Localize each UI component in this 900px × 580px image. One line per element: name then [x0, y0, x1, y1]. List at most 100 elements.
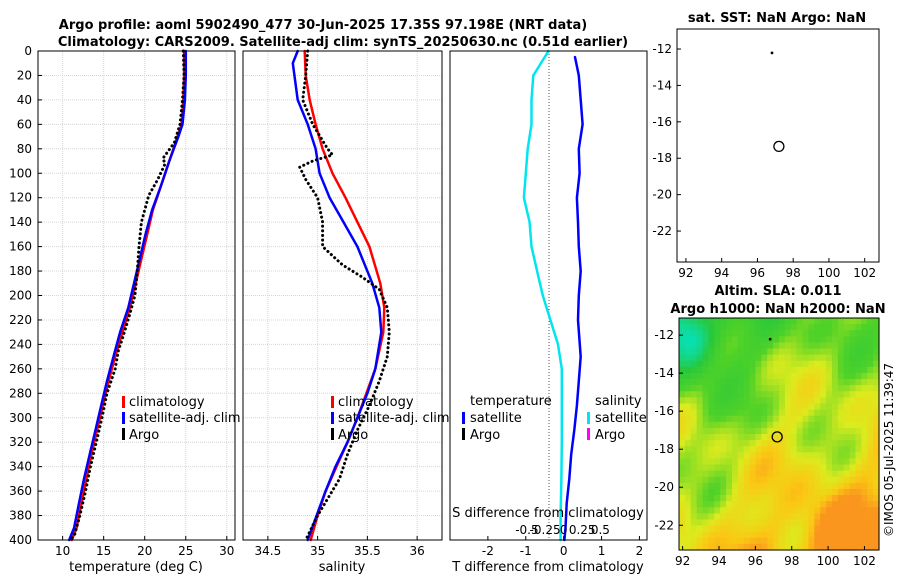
sla-heatmap-cell: [808, 507, 815, 514]
sla-heatmap-cell: [755, 452, 762, 460]
sla-heatmap-cell: [749, 464, 757, 472]
sla-heatmap-cell: [679, 427, 686, 435]
sla-heatmap-cell: [773, 421, 780, 429]
salinity-frame: [242, 50, 443, 541]
sla-heatmap-cell: [849, 324, 857, 331]
sla-heatmap-cell: [855, 403, 862, 411]
sla-heatmap-cell: [696, 531, 704, 539]
sla-heatmap-cell: [820, 434, 827, 441]
sla-heatmap-cell: [861, 385, 868, 392]
sla-heatmap-cell: [784, 324, 792, 331]
copyright-label: ©IMOS 05-Jul-2025 11:39:47: [882, 363, 896, 537]
sla-heatmap-cell: [761, 391, 768, 398]
sla-heatmap-cell: [831, 360, 839, 368]
sla-heatmap-cell: [720, 513, 727, 521]
sla-heatmap-cell: [837, 434, 845, 441]
sla-heatmap-cell: [784, 372, 792, 380]
sla-heatmap-cell: [708, 434, 715, 441]
sla-heatmap-cell: [761, 519, 768, 527]
sla-heatmap-cell: [702, 324, 710, 331]
sla-heatmap-cell: [702, 470, 710, 478]
sla-heatmap-cell: [714, 446, 721, 453]
sla-heatmap-cell: [755, 360, 762, 368]
sla-heatmap-cell: [743, 360, 751, 368]
sla-heatmap-cell: [796, 470, 804, 478]
sla-heatmap-cell: [831, 543, 839, 551]
depth-tick-label: 20: [17, 68, 32, 82]
float-track-dot: [770, 51, 774, 55]
sla-heatmap-cell: [855, 458, 862, 466]
sla-heatmap-cell: [784, 397, 792, 405]
sla-heatmap-cell: [790, 421, 798, 429]
sla-heatmap-cell: [790, 488, 798, 496]
sla-heatmap-cell: [690, 342, 698, 350]
x-tick-label: 20: [137, 544, 152, 558]
sla-heatmap-cell: [808, 342, 815, 350]
sla-heatmap-cell: [714, 495, 721, 502]
sla-heatmap-cell: [873, 537, 880, 545]
sla-heatmap-cell: [790, 427, 798, 435]
sla-heatmap-cell: [814, 403, 821, 411]
sla-heatmap-cell: [773, 372, 780, 380]
sla-heatmap-cell: [708, 464, 715, 472]
t-difference-tick-labels: -2 -1 0 1 2: [482, 536, 643, 558]
sla-heatmap-cell: [837, 507, 845, 514]
sla-heatmap-cell: [843, 336, 851, 344]
map-lon-tick-label: 92: [675, 554, 690, 568]
sla-heatmap-cell: [808, 409, 815, 417]
sla-heatmap-cell: [755, 354, 762, 362]
sla-heatmap-cell: [767, 366, 774, 374]
sla-heatmap-cell: [802, 421, 810, 429]
sla-heatmap-cell: [731, 464, 739, 472]
sla-heatmap-cell: [761, 360, 768, 368]
sla-heatmap-cell: [773, 446, 780, 453]
legend-swatch-temperature-satellite: [462, 412, 465, 424]
sla-heatmap-cell: [755, 446, 762, 453]
sla-heatmap-cell: [720, 360, 727, 368]
sla-heatmap-cell: [796, 446, 804, 453]
sla-heatmap-cell: [802, 366, 810, 374]
sla-heatmap-cell: [796, 366, 804, 374]
sla-heatmap-cell: [808, 464, 815, 472]
sla-heatmap-cell: [679, 348, 686, 356]
sla-heatmap-cell: [767, 525, 774, 533]
sla-heatmap-cell: [861, 427, 868, 435]
sla-heatmap-cell: [826, 427, 833, 435]
sla-heatmap-cell: [814, 421, 821, 429]
t-difference-xlabel: T difference from climatology: [451, 560, 644, 575]
sla-heatmap-cell: [731, 482, 739, 490]
sla-heatmap-cell: [861, 415, 868, 423]
sla-heatmap-cell: [808, 495, 815, 502]
sla-heatmap-cell: [726, 543, 733, 551]
sla-heatmap-cell: [779, 324, 786, 331]
sla-heatmap-cell: [820, 440, 827, 447]
depth-tick-label: 260: [9, 362, 32, 376]
sla-heatmap-cell: [755, 324, 762, 331]
sla-heatmap-cell: [826, 476, 833, 484]
sla-heatmap-cell: [855, 427, 862, 435]
sst-tick-labels: 92 94 96 98 100 102 -12 -14 -16 -18 -20 -22: [652, 42, 876, 280]
sla-heatmap-cell: [731, 495, 739, 502]
sla-heatmap-cell: [731, 543, 739, 551]
sla-heatmap-cell: [779, 452, 786, 460]
sla-heatmap-cell: [720, 354, 727, 362]
sla-heatmap-cell: [837, 379, 845, 386]
sla-heatmap-cell: [873, 434, 880, 441]
sla-heatmap-cell: [802, 342, 810, 350]
sla-markers: [768, 337, 783, 443]
sla-heatmap-cell: [708, 372, 715, 380]
map-lon-tick-label: 94: [711, 554, 726, 568]
sla-heatmap-cell: [796, 324, 804, 331]
sla-heatmap-cell: [743, 342, 751, 350]
sla-heatmap-cell: [749, 415, 757, 423]
sla-heatmap-cell: [855, 464, 862, 472]
legend-swatch-argo: [122, 428, 125, 440]
sla-heatmap-cell: [726, 513, 733, 521]
sla-heatmap-cell: [855, 476, 862, 484]
sla-heatmap-cell: [714, 391, 721, 398]
sla-heatmap-cell: [761, 348, 768, 356]
sla-heatmap-cell: [773, 342, 780, 350]
depth-tick-labels: 0 20 40 60 80 100 120 140 160 180 200 220 240 260 280 3…: [9, 44, 42, 547]
sla-heatmap-cell: [790, 372, 798, 380]
depth-tick-label: 160: [9, 240, 32, 254]
